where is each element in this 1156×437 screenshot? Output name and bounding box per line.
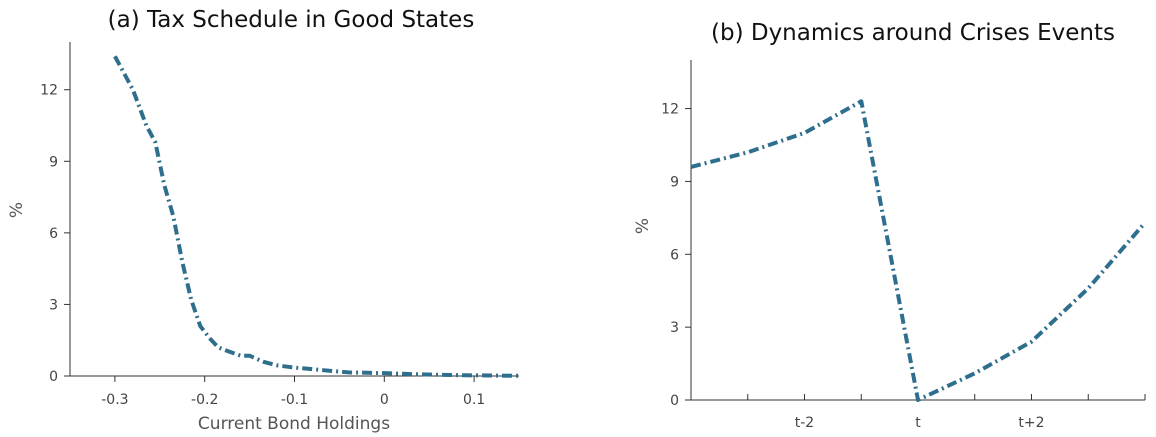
panel-b-y-tick-label: 9 [670,174,679,190]
panel-b: (b) Dynamics around Crises Events 0 3 6 9 12… [633,20,1147,431]
panel-a-series-line [113,55,520,378]
panel-a-x-ticks: -0.3 -0.2 -0.1 0 0.1 [101,376,485,408]
panel-a-y-axis-label: % [7,202,27,218]
panel-b-y-ticks: 0 3 6 9 12 [661,102,691,409]
panel-b-x-tick-label: t-2 [795,415,814,431]
panel-b-y-tick-label: 12 [661,102,679,118]
panel-a-x-tick-label: -0.1 [281,392,308,408]
panel-b-x-tick-label: t [915,415,921,431]
panel-a-x-tick-label: -0.3 [101,392,128,408]
panel-a-y-tick-label: 6 [49,226,58,242]
panel-a-y-tick-label: 9 [49,154,58,170]
panel-a-x-tick-label: -0.2 [191,392,218,408]
panel-a-x-axis-label: Current Bond Holdings [198,414,390,434]
panel-b-series-line [690,99,1147,402]
panel-a-x-tick-label: 0.1 [463,392,485,408]
panel-a-y-ticks: 0 3 6 9 12 [40,83,70,385]
panel-a-title: (a) Tax Schedule in Good States [108,7,475,33]
panel-a: (a) Tax Schedule in Good States 0 3 6 9 12 -… [7,7,520,434]
panel-a-y-tick-label: 3 [49,297,58,313]
panel-a-y-tick-label: 0 [49,369,58,385]
panel-b-x-ticks: t-2 t t+2 [690,394,1146,431]
panel-b-y-axis-label: % [633,218,653,234]
panel-b-y-tick-label: 0 [670,393,679,409]
panel-b-x-tick-label: t+2 [1018,415,1044,431]
panel-b-y-tick-label: 3 [670,320,679,336]
panel-a-x-tick-label: 0 [380,392,389,408]
panel-b-title: (b) Dynamics around Crises Events [711,20,1115,46]
panel-a-y-tick-label: 12 [40,83,58,99]
panel-b-y-tick-label: 6 [670,247,679,263]
